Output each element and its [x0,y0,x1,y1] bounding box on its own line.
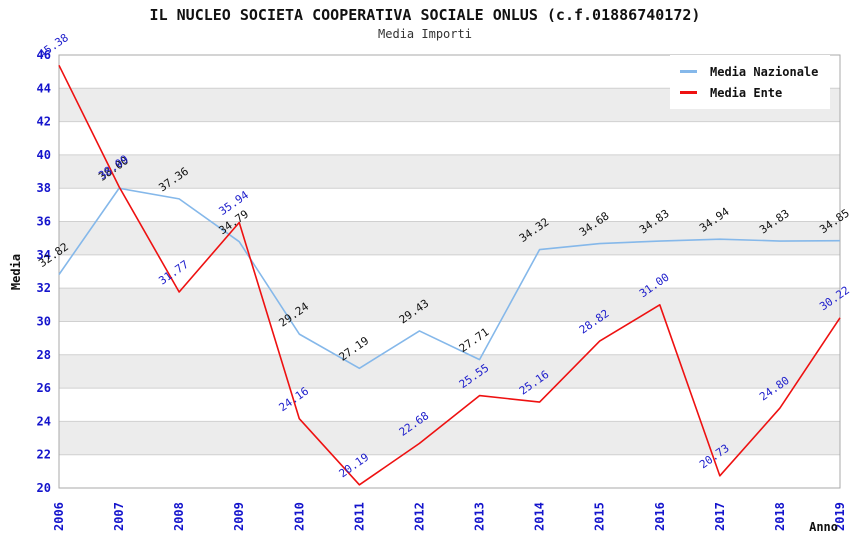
chart-subtitle: Media Importi [378,27,472,41]
svg-text:2014: 2014 [533,502,547,531]
legend-item-media-ente: Media Ente [680,82,818,103]
media-ente-line-swatch [680,91,697,94]
plot-bands [59,88,840,455]
svg-text:2018: 2018 [773,502,787,531]
svg-text:2016: 2016 [653,502,667,531]
legend-label-media-nazionale: Media Nazionale [710,64,819,79]
chart-legend: Media Nazionale Media Ente [670,55,831,109]
x-axis-ticks: 2006 2007 2008 2009 2010 2011 2012 2013 2014 2015… [52,502,847,531]
svg-text:38: 38 [37,181,51,195]
svg-text:42: 42 [37,115,51,129]
svg-text:36: 36 [37,215,51,229]
svg-text:27.71: 27.71 [457,325,492,355]
series-line-media-ente [58,64,841,486]
svg-text:20: 20 [37,481,51,495]
svg-text:2010: 2010 [292,502,306,531]
svg-text:32: 32 [37,281,51,295]
svg-text:34: 34 [37,248,51,262]
svg-text:2019: 2019 [833,502,847,531]
legend-label-media-ente: Media Ente [710,85,783,100]
svg-text:26: 26 [37,381,51,395]
svg-text:28: 28 [37,348,51,362]
svg-text:2007: 2007 [112,502,126,531]
svg-text:2008: 2008 [172,502,186,531]
legend-item-media-nazionale: Media Nazionale [680,61,818,82]
x-axis-title: Anno [809,520,838,534]
y-axis-title: Media [9,254,23,290]
svg-text:40: 40 [37,148,51,162]
svg-text:2017: 2017 [713,502,727,531]
y-axis-ticks: 20 22 24 26 28 30 32 34 36 38 40 42 44 46 [37,48,51,495]
svg-text:2012: 2012 [412,502,426,531]
chart-title: IL NUCLEO SOCIETA COOPERATIVA SOCIALE ON… [149,6,701,24]
svg-text:2013: 2013 [473,502,487,531]
svg-text:2011: 2011 [352,502,366,531]
svg-text:44: 44 [37,81,51,95]
svg-text:30: 30 [37,314,51,328]
svg-text:2009: 2009 [232,502,246,531]
media-nazionale-line-swatch [680,70,697,73]
svg-text:46: 46 [37,48,51,62]
svg-text:24: 24 [37,414,51,428]
series-line-media-nazionale [58,187,841,370]
plot-border [58,54,841,489]
svg-text:2015: 2015 [593,502,607,531]
svg-text:24.16: 24.16 [277,385,312,415]
svg-text:22: 22 [37,448,51,462]
svg-text:2006: 2006 [52,502,66,531]
